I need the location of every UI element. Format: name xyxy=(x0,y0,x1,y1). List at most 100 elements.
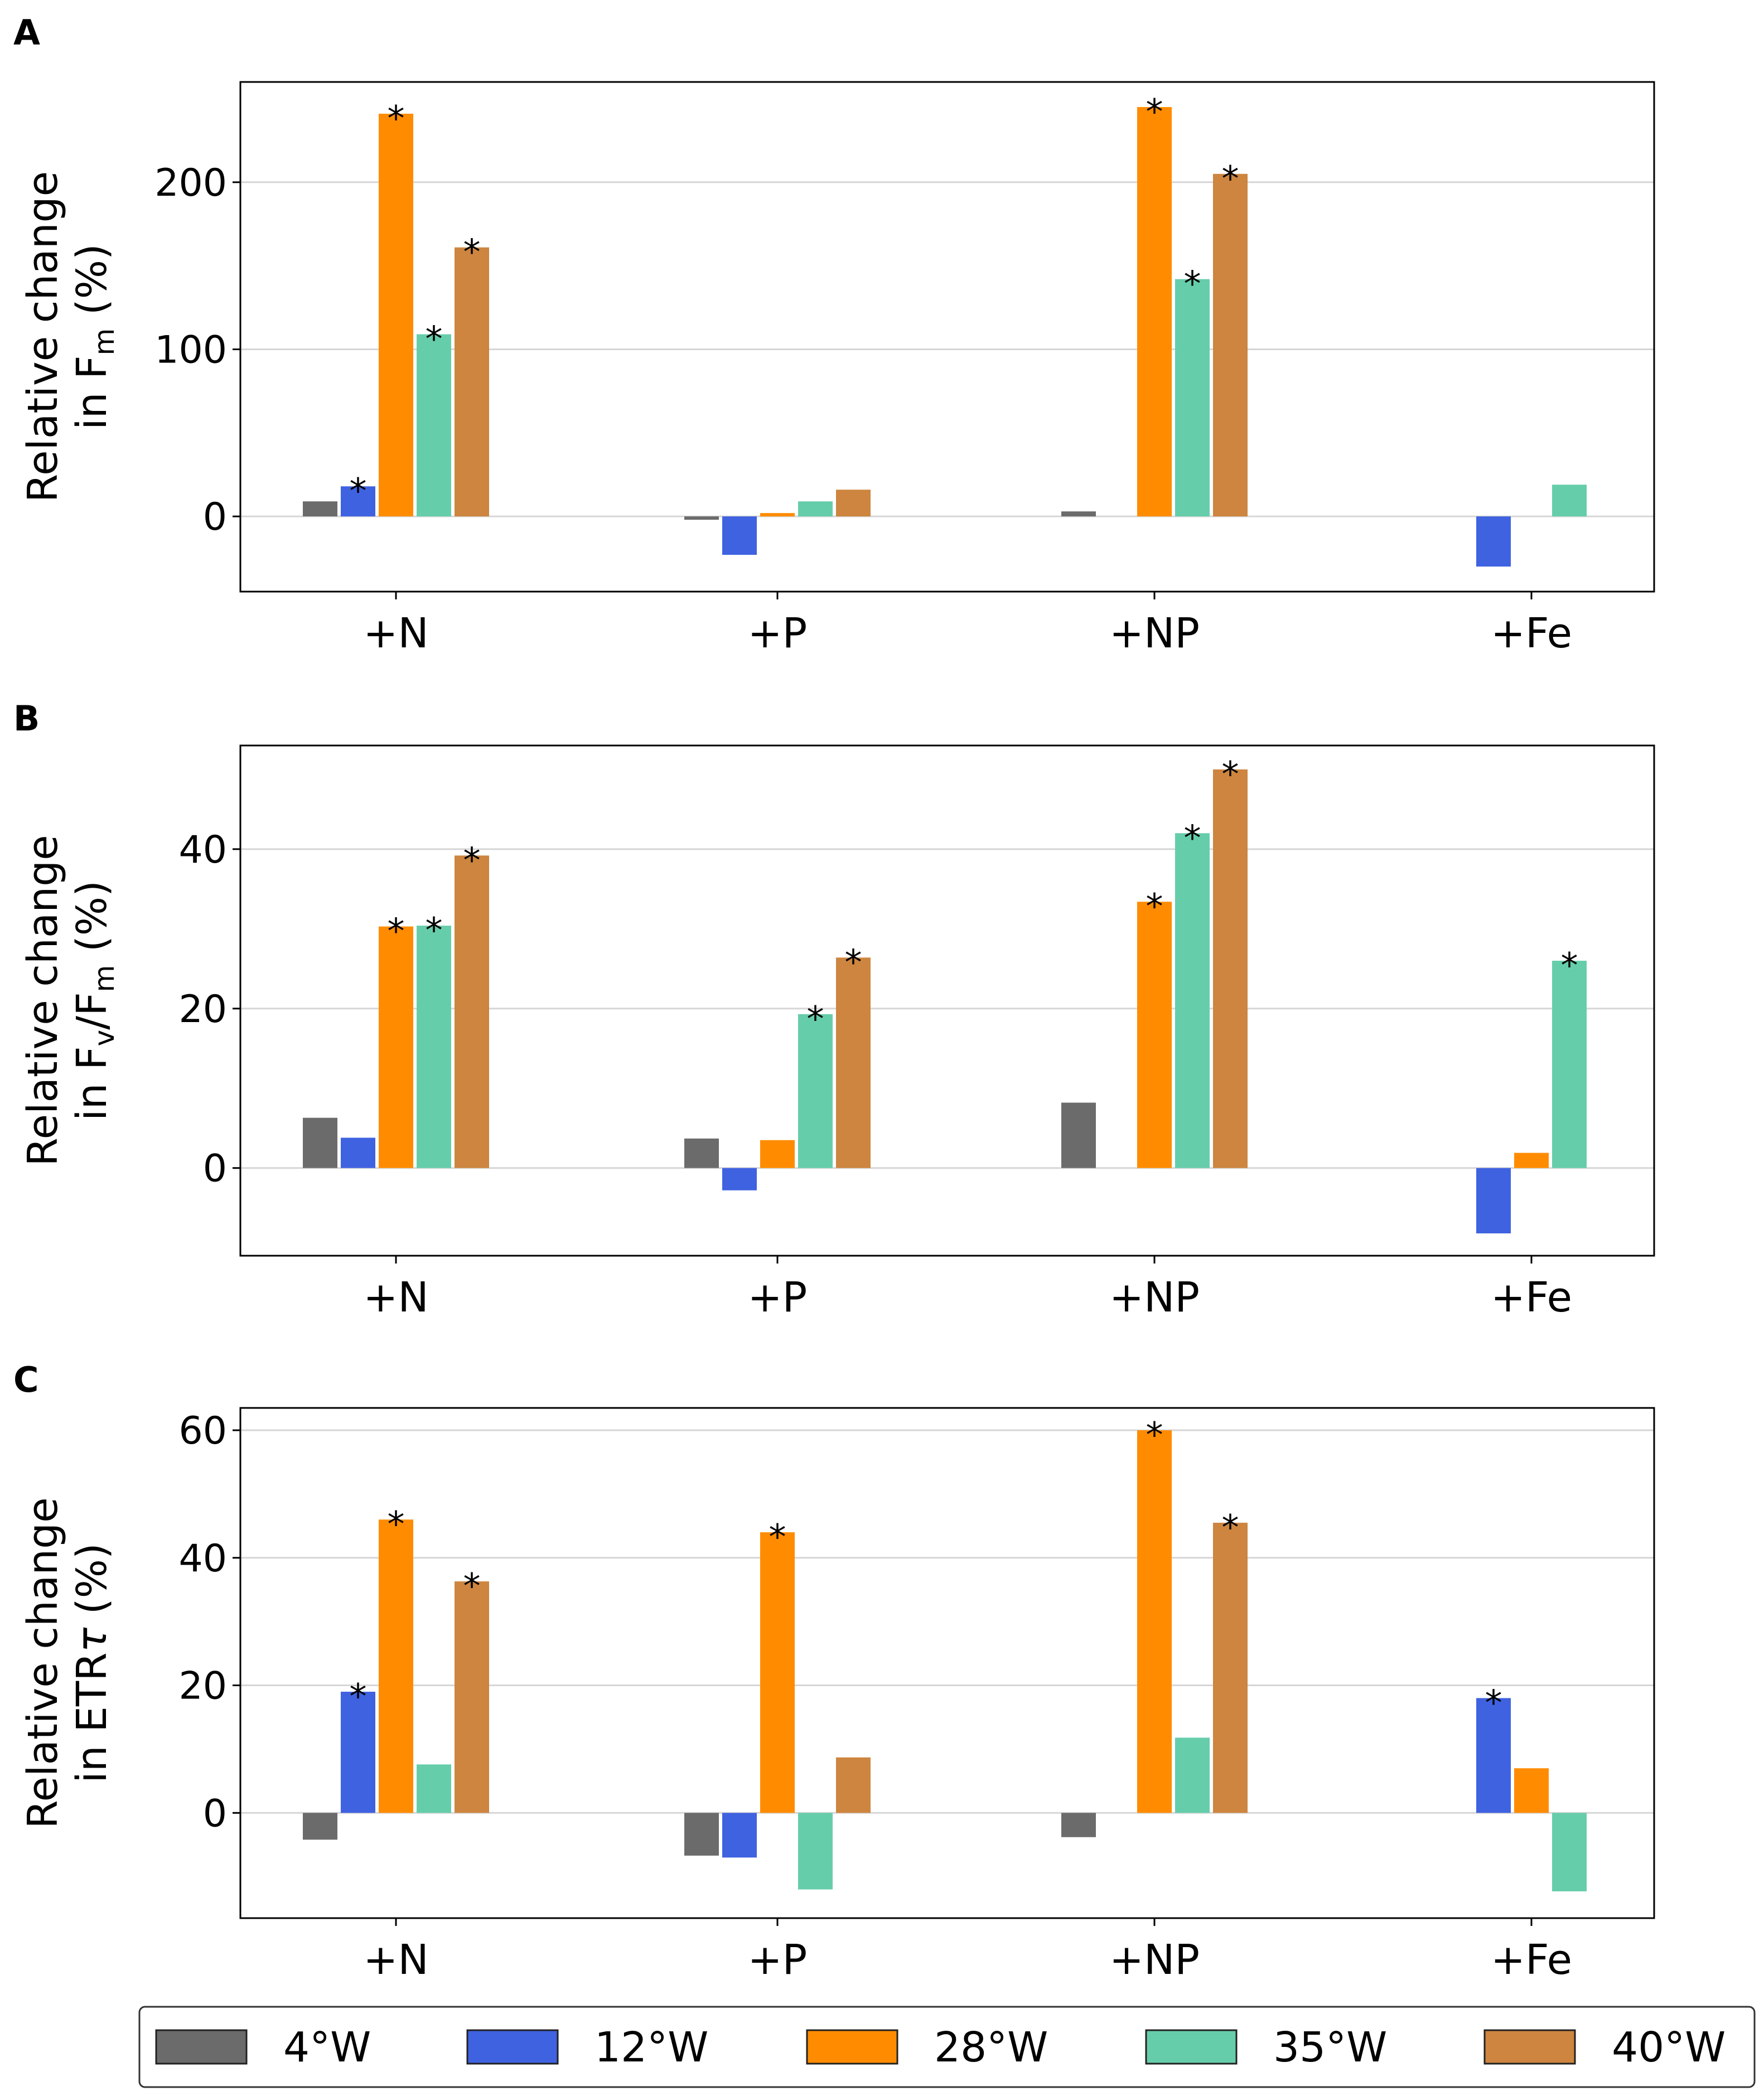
bar-plus-np-4degw xyxy=(1061,1813,1096,1837)
significance-star: * xyxy=(1561,945,1578,986)
bar-plus-p-28degw xyxy=(760,1140,795,1168)
x-tick-label-plus-p: +P xyxy=(748,1274,808,1322)
bar-plus-n-40degw xyxy=(455,1581,489,1813)
significance-star: * xyxy=(1222,158,1239,199)
bar-plus-fe-35degw xyxy=(1552,1813,1587,1891)
y-tick-label: 100 xyxy=(154,328,227,372)
bar-plus-p-40degw xyxy=(836,490,871,517)
significance-star: * xyxy=(1222,754,1239,795)
bar-plus-n-28degw xyxy=(379,926,413,1168)
bar-plus-p-4degw xyxy=(684,516,719,520)
y-tick-label: 0 xyxy=(203,1792,227,1836)
legend-swatch-4degw xyxy=(155,2029,248,2065)
bar-plus-p-4degw xyxy=(684,1813,719,1856)
y-tick-label: 20 xyxy=(178,1664,227,1708)
significance-star: * xyxy=(350,1676,367,1717)
x-tick-label-plus-p: +P xyxy=(748,609,808,657)
panel-b: B * * * * * * * * * 0 20 40 +N +P +NP +Fe Relative change… xyxy=(13,698,1655,1322)
bar-plus-n-40degw xyxy=(455,855,489,1168)
x-tick-label-plus-p: +P xyxy=(748,1936,808,1984)
bar-plus-n-12degw xyxy=(341,1691,375,1813)
bar-plus-n-12degw xyxy=(341,1137,375,1168)
bar-plus-np-28degw xyxy=(1137,902,1172,1168)
significance-star: * xyxy=(1146,1415,1163,1455)
panel-letter: A xyxy=(13,12,40,53)
bar-plus-np-4degw xyxy=(1061,511,1096,517)
significance-star: * xyxy=(1222,1507,1239,1548)
x-tick-label-plus-np: +NP xyxy=(1109,1936,1200,1984)
y-tick-label: 60 xyxy=(178,1409,227,1453)
panel-letter: B xyxy=(13,698,40,739)
x-tick-label-plus-fe: +Fe xyxy=(1491,609,1572,657)
significance-star: * xyxy=(388,1504,405,1545)
y-axis-label: Relative changein Fv/Fm (%) xyxy=(19,835,120,1166)
bar-plus-n-35degw xyxy=(417,334,451,517)
bar-plus-n-28degw xyxy=(379,113,413,517)
bar-plus-p-12degw xyxy=(722,516,757,555)
legend-swatch-35degw xyxy=(1145,2029,1238,2065)
bar-plus-fe-12degw xyxy=(1476,1698,1511,1813)
legend-label-35degw: 35°W xyxy=(1273,2024,1387,2071)
x-tick-label-plus-n: +N xyxy=(363,609,428,657)
panel-letter: C xyxy=(13,1359,39,1400)
y-tick-label: 0 xyxy=(203,495,227,539)
bar-plus-p-4degw xyxy=(684,1138,719,1168)
bar-plus-p-28degw xyxy=(760,1532,795,1813)
bar-plus-fe-12degw xyxy=(1476,1168,1511,1233)
bar-plus-p-28degw xyxy=(760,513,795,517)
significance-star: * xyxy=(1184,817,1201,858)
legend-frame xyxy=(138,2006,1756,2088)
panel-a: A * * * * * * * 0 100 200 +N +P +NP +Fe Relative change… xyxy=(13,12,1655,657)
bar-plus-n-12degw xyxy=(341,486,375,517)
significance-star: * xyxy=(1184,264,1201,304)
x-tick-label-plus-n: +N xyxy=(363,1936,428,1984)
bar-plus-fe-12degw xyxy=(1476,516,1511,567)
bar-plus-p-12degw xyxy=(722,1168,757,1190)
legend-swatch-40degw xyxy=(1483,2029,1576,2065)
bar-plus-np-35degw xyxy=(1175,1737,1210,1813)
bar-plus-fe-35degw xyxy=(1552,485,1587,517)
bar-plus-p-40degw xyxy=(836,1757,871,1813)
panel-c: C * * * * * * * 0 20 40 60 +N +P +NP +Fe Relative change… xyxy=(13,1359,1655,1984)
legend-swatch-28degw xyxy=(806,2029,898,2065)
bar-plus-p-35degw xyxy=(798,1014,833,1168)
plot-frame xyxy=(239,1407,1655,1919)
x-tick-label-plus-n: +N xyxy=(363,1274,428,1322)
bar-plus-np-40degw xyxy=(1213,1522,1248,1813)
x-tick-label-plus-np: +NP xyxy=(1109,1274,1200,1322)
bar-plus-n-40degw xyxy=(455,247,489,517)
bar-plus-np-4degw xyxy=(1061,1102,1096,1168)
bar-plus-np-35degw xyxy=(1175,279,1210,517)
y-tick-label: 40 xyxy=(178,1537,227,1581)
bar-plus-p-12degw xyxy=(722,1813,757,1858)
bar-plus-n-4degw xyxy=(303,1117,337,1168)
significance-star: * xyxy=(426,319,443,360)
legend-swatch-12degw xyxy=(466,2029,559,2065)
plot-frame xyxy=(239,81,1655,593)
bar-plus-np-28degw xyxy=(1137,1430,1172,1813)
bar-plus-fe-28degw xyxy=(1514,1153,1549,1168)
x-tick-label-plus-np: +NP xyxy=(1109,609,1200,657)
significance-star: * xyxy=(1146,91,1163,132)
legend: 4°W 12°W 28°W 35°W 40°W xyxy=(138,2006,1756,2088)
significance-star: * xyxy=(426,910,443,951)
bar-plus-fe-28degw xyxy=(1514,1768,1549,1813)
bar-plus-np-28degw xyxy=(1137,107,1172,517)
y-tick-label: 0 xyxy=(203,1147,227,1191)
x-tick-label-plus-fe: +Fe xyxy=(1491,1936,1572,1984)
bar-plus-n-28degw xyxy=(379,1519,413,1813)
significance-star: * xyxy=(463,1566,481,1606)
bar-plus-n-35degw xyxy=(417,1764,451,1813)
x-tick-label-plus-fe: +Fe xyxy=(1491,1274,1572,1322)
bar-plus-np-40degw xyxy=(1213,769,1248,1168)
bar-plus-n-35degw xyxy=(417,926,451,1168)
significance-star: * xyxy=(769,1517,786,1557)
significance-star: * xyxy=(1146,886,1163,927)
y-tick-label: 20 xyxy=(178,988,227,1032)
y-tick-label: 200 xyxy=(154,161,227,205)
bar-plus-n-4degw xyxy=(303,501,337,517)
significance-star: * xyxy=(388,911,405,952)
bar-plus-n-4degw xyxy=(303,1813,337,1840)
plot-frame xyxy=(239,744,1655,1257)
